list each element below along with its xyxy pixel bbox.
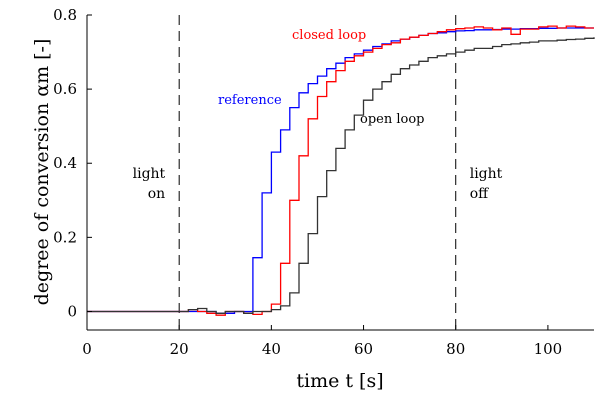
event-label-1-1: off: [470, 186, 489, 202]
x-tick-label-0: 0: [82, 340, 92, 358]
y-tick-label-3: 0.6: [53, 80, 77, 98]
event-label-0-0: light: [133, 166, 166, 182]
x-tick-label-2: 40: [262, 340, 281, 358]
series-label-open-loop: open loop: [360, 112, 424, 127]
event-markers: light on light off: [133, 15, 503, 330]
series-line-open-loop: [87, 37, 595, 314]
event-label-1-0: light: [470, 166, 503, 182]
x-tick-label-4: 80: [446, 340, 465, 358]
y-tick-label-2: 0.4: [53, 154, 77, 172]
tick-labels: 0 20 40 60 80 100 0 0.2 0.4 0.6 0.8: [53, 6, 562, 358]
x-tick-label-1: 20: [170, 340, 189, 358]
y-axis-label: degree of conversion αm [-]: [31, 39, 53, 306]
series-label-reference: reference: [218, 93, 282, 108]
series-layer: [87, 25, 595, 316]
x-tick-label-3: 60: [354, 340, 373, 358]
x-axis-label: time t [s]: [296, 370, 383, 392]
y-tick-label-1: 0.2: [53, 228, 77, 246]
x-tick-label-5: 100: [534, 340, 563, 358]
y-tick-label-0: 0: [67, 302, 77, 320]
event-label-0-1: on: [148, 186, 165, 202]
y-tick-label-4: 0.8: [53, 6, 77, 24]
series-label-closed-loop: closed loop: [292, 28, 366, 43]
axes: [86, 15, 594, 331]
